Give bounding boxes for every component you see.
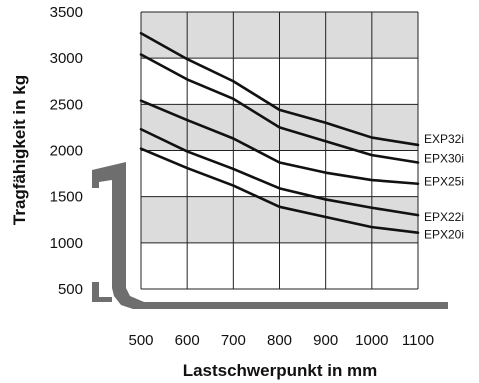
series-line	[139, 99, 420, 186]
series-labels: EXP32i EPX30i EPX25i EPX22i EPX20i	[424, 132, 464, 242]
series-label: EPX20i	[424, 228, 464, 242]
x-tick-label: 500	[128, 332, 153, 349]
x-axis-title: Lastschwerpunkt in mm	[183, 361, 378, 380]
series-lines	[139, 31, 420, 234]
x-tick-label: 900	[313, 332, 338, 349]
series-label: EXP32i	[424, 132, 464, 146]
series-line	[139, 127, 420, 217]
y-tick-label: 1500	[50, 189, 83, 206]
y-axis-title: Tragfähigkeit in kg	[10, 75, 29, 225]
series-label: EPX22i	[424, 210, 464, 224]
y-tick-label: 500	[58, 281, 83, 298]
y-tick-label: 2000	[50, 143, 83, 160]
x-tick-label: 800	[267, 332, 292, 349]
series-line	[139, 53, 420, 164]
grid-lines	[140, 11, 419, 290]
x-tick-label: 1000	[355, 332, 388, 349]
x-tick-label: 1100	[402, 332, 434, 349]
y-tick-label: 1000	[50, 235, 83, 252]
y-tick-label: 3000	[50, 50, 83, 67]
y-tick-labels: 500 1000 1500 2000 2500 3000 3500	[50, 4, 83, 298]
forklift-fork-silhouette	[92, 162, 448, 309]
x-tick-labels: 500 600 700 800 900 1000 1100	[128, 332, 434, 349]
y-tick-label: 2500	[50, 96, 83, 113]
series-line	[139, 31, 420, 147]
x-tick-label: 700	[221, 332, 246, 349]
y-tick-label: 3500	[50, 4, 83, 21]
series-line	[139, 147, 420, 234]
series-label: EPX30i	[424, 152, 464, 166]
x-tick-label: 600	[175, 332, 200, 349]
series-label: EPX25i	[424, 175, 464, 189]
